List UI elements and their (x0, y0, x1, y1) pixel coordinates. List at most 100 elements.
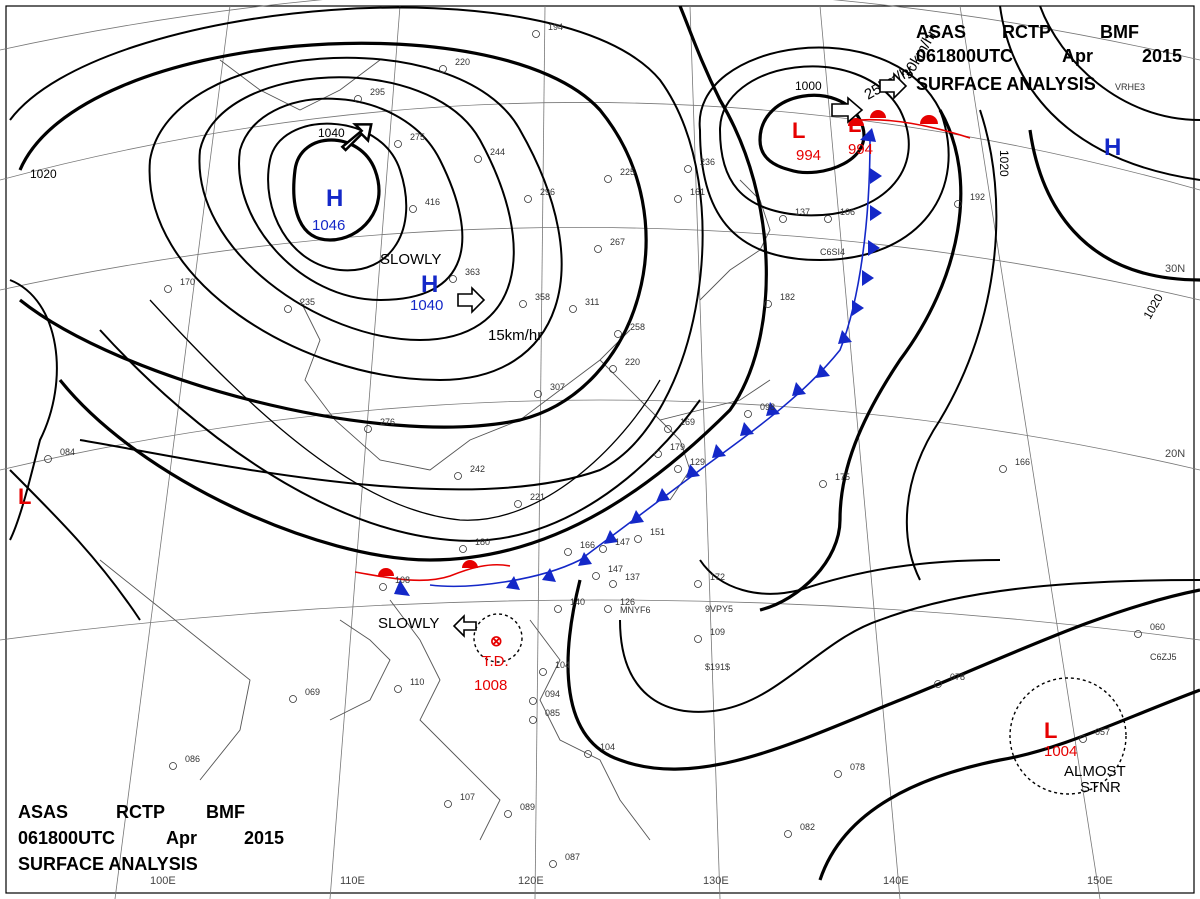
station-marker-icon (449, 275, 457, 283)
station-pressure: 307 (550, 382, 565, 392)
station-pressure: 094 (545, 689, 560, 699)
header-bottom-agency: ASAS (18, 802, 68, 822)
station-plot: 358 (519, 292, 550, 308)
station-marker-icon (532, 30, 540, 38)
station-pressure: 358 (535, 292, 550, 302)
lon-label-130e: 130E (703, 875, 729, 887)
high-center-main: H (326, 185, 343, 212)
station-pressure: 258 (630, 322, 645, 332)
station-marker-icon (539, 668, 547, 676)
station-pressure: 147 (608, 564, 623, 574)
station-pressure: 175 (835, 472, 850, 482)
movement-annotations: SLOWLY 15km/hr SLOWLY 25km/hr 30km/hr AL… (340, 27, 1126, 796)
arrow-high-slowly-icon (340, 123, 373, 152)
station-plot: 221 (514, 492, 545, 508)
high-center-east: H (1104, 134, 1121, 161)
station-pressure: 166 (1015, 457, 1030, 467)
station-plot: 175 (819, 472, 850, 488)
station-plot: 236 (684, 157, 715, 173)
station-marker-icon (609, 580, 617, 588)
station-pressure: 087 (565, 852, 580, 862)
station-pressure: 151 (650, 527, 665, 537)
station-plot: 106 (824, 207, 855, 223)
station-pressure: 086 (185, 754, 200, 764)
station-pressure: 098 (760, 402, 775, 412)
lon-label-120e: 120E (518, 875, 544, 887)
station-plot: 296 (524, 187, 555, 203)
isobar-label-1020-west: 1020 (30, 167, 57, 181)
note-td-slowly: SLOWLY (378, 615, 439, 632)
station-pressure: 085 (545, 708, 560, 718)
station-marker-icon (609, 365, 617, 373)
station-marker-icon (164, 285, 172, 293)
station-plot: 220 (609, 357, 640, 373)
station-pressure: 140 (570, 597, 585, 607)
station-plot: 140 (554, 597, 585, 613)
station-pressure: 108 (395, 575, 410, 585)
station-plot: 416 (409, 197, 440, 213)
station-marker-icon (354, 95, 362, 103)
station-marker-icon (744, 410, 752, 418)
low-center-japan-value: 994 (796, 147, 821, 164)
station-pressure: 235 (300, 297, 315, 307)
station-marker-icon (664, 425, 672, 433)
high-center-forecast-value: 1040 (410, 297, 443, 314)
station-plot: 147 (592, 564, 623, 580)
station-marker-icon (599, 545, 607, 553)
station-marker-icon (999, 465, 1007, 473)
station-marker-icon (779, 215, 787, 223)
header-top-time: 061800UTC (916, 46, 1013, 66)
station-marker-icon (44, 455, 52, 463)
station-pressure: 275 (410, 132, 425, 142)
station-marker-icon (169, 762, 177, 770)
station-pressure: 172 (710, 572, 725, 582)
station-pressure: 104 (555, 660, 570, 670)
station-marker-icon (529, 697, 537, 705)
header-bottom-station: RCTP (116, 802, 165, 822)
station-marker-icon (674, 465, 682, 473)
station-plot: 147 (599, 537, 630, 553)
station-plot: 126 (604, 597, 635, 613)
station-pressure: 179 (670, 442, 685, 452)
station-plot: 235 (284, 297, 315, 313)
high-center-main-value: 1046 (312, 217, 345, 234)
lon-label-140e: 140E (883, 875, 909, 887)
station-pressure: 137 (625, 572, 640, 582)
header-top: ASAS RCTP BMF 061800UTC Apr 2015 SURFACE… (916, 22, 1182, 94)
coastlines (99, 59, 771, 841)
station-marker-icon (694, 635, 702, 643)
cold-front (394, 128, 882, 596)
station-pressure: 106 (840, 207, 855, 217)
header-bottom-title: SURFACE ANALYSIS (18, 854, 198, 874)
station-pressure: 236 (700, 157, 715, 167)
station-pressure: 104 (600, 742, 615, 752)
station-plot: 094 (529, 689, 560, 705)
header-top-code: BMF (1100, 22, 1139, 42)
station-pressure: 082 (800, 822, 815, 832)
station-marker-icon (459, 545, 467, 553)
station-pressure: 137 (795, 207, 810, 217)
station-code: MNYF6 (620, 605, 651, 615)
station-marker-icon (549, 860, 557, 868)
map-frame (5, 5, 1195, 894)
station-plot: 267 (594, 237, 625, 253)
isobar-label-1020-east: 1020 (997, 150, 1011, 177)
station-plot: 170 (164, 277, 195, 293)
station-plot: 085 (529, 708, 560, 724)
lat-label-30n: 30N (1165, 263, 1185, 275)
station-pressure: 180 (475, 537, 490, 547)
station-marker-icon (604, 605, 612, 613)
station-plot: 161 (674, 187, 705, 203)
station-plot: 244 (474, 147, 505, 163)
station-marker-icon (934, 680, 942, 688)
station-pressure: 089 (520, 802, 535, 812)
station-plot: 363 (449, 267, 480, 283)
station-pressure: 276 (380, 417, 395, 427)
station-marker-icon (654, 450, 662, 458)
station-marker-icon (394, 685, 402, 693)
header-top-agency: ASAS (916, 22, 966, 42)
station-code: VRHE3 (1115, 82, 1145, 92)
header-bottom-year: 2015 (244, 828, 284, 848)
station-plot: 137 (779, 207, 810, 223)
station-marker-icon (694, 580, 702, 588)
